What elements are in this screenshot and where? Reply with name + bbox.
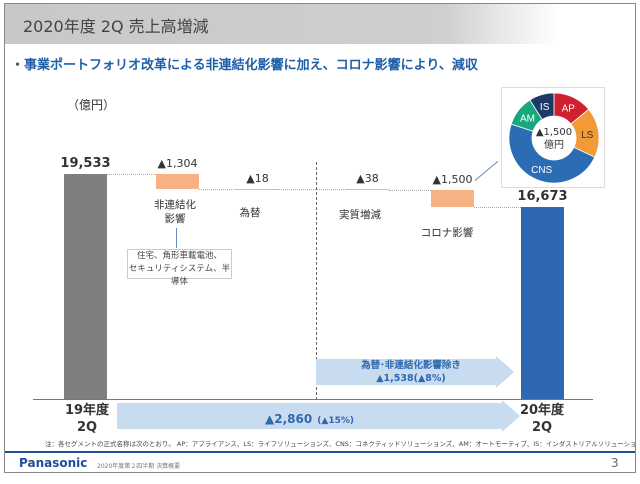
bar-4 [431,189,474,207]
value-label: ▲18 [246,172,269,186]
donut-label: LS [581,130,594,141]
connector-line [107,174,156,175]
donut-center-value: ▲1,500 [535,127,573,138]
baseline [33,399,593,400]
value-label: ▲1,304 [157,157,198,170]
donut-label: CNS [531,165,552,176]
arrow-mid-line1: 為替･非連結化影響除き [361,360,461,371]
page-number: 3 [611,456,619,470]
footer-doc: 2020年度第２四半期 決算概要 [97,463,181,470]
donut-label: AP [562,104,576,115]
value-label: 19,533 [60,156,111,171]
total-change-pct: (▲15%) [317,416,354,426]
value-label: ▲1,500 [432,172,473,186]
arrow-total [117,403,502,429]
label-start-2: 2Q [76,420,98,435]
label-end: 20年度 2Q [502,402,582,436]
divider-dashed [316,162,317,400]
value-label: 16,673 [517,188,568,204]
unit-label: （億円） [67,98,116,112]
donut-panel: AP LS CNS AM IS ▲1,500 億円 [501,87,605,188]
value-label: ▲38 [356,172,379,186]
arrow-total-head [502,400,520,432]
bar-5 [521,206,564,399]
label-nonconsol: 非連結化 影響 [135,198,215,226]
label-corona: コロナ影響 [420,227,474,239]
donut-label: AM [520,113,535,124]
donut-segment-cns [508,123,596,184]
label-nonconsol-text: 非連結化 影響 [154,199,196,225]
label-end-2: 2Q [531,420,553,435]
total-change: ▲2,860 [265,412,313,426]
arrow-mid [316,359,496,385]
bar-0 [64,174,107,399]
note-line: 住宅、角形車載電池、 [136,251,222,261]
brand-logo: Panasonic [19,456,88,470]
label-start: 19年度 2Q [47,402,127,436]
connector-line [279,189,346,191]
donut-center-unit: 億円 [544,140,564,151]
footer-divider [5,451,635,453]
arrow-mid-line2: ▲1,538(▲8%) [376,373,446,384]
donut-label: IS [540,102,550,113]
arrow-mid-text: 為替･非連結化影響除き ▲1,538(▲8%) [316,359,506,385]
headline: ・事業ポートフォリオ改革による非連結化影響に加え、コロナ影響により、減収 [11,58,478,73]
label-real: 実質増減 [339,209,381,221]
bar-1 [156,174,199,190]
headline-text: 事業ポートフォリオ改革による非連結化影響に加え、コロナ影響により、減収 [24,58,478,73]
connector-line [199,189,236,191]
label-start-1: 19年度 [64,403,110,418]
label-fx: 為替 [239,207,261,219]
arrow-mid-head [496,356,514,388]
footnote: 注：各セグメントの正式名称は次のとおり。 AP：アプライアンス、LS：ライフソリ… [45,440,636,448]
slide-title: 2020年度 2Q 売上高増減 [23,17,209,36]
note-line: セキュリティシステム、半導体 [128,264,231,287]
note-connector [176,228,177,248]
connector-line [389,189,431,191]
connector-line [474,206,521,208]
title-bar [5,4,635,44]
bar-2 [236,189,279,191]
slide: 2020年度 2Q 売上高増減 ・事業ポートフォリオ改革による非連結化影響に加え… [4,3,636,473]
donut-chart: AP LS CNS AM IS [508,92,600,184]
arrow-total-text: ▲2,860 (▲15%) [117,408,502,427]
label-end-1: 20年度 [519,403,565,418]
donut-center: ▲1,500 億円 [502,126,606,152]
nonconsol-note: 住宅、角形車載電池、 セキュリティシステム、半導体 [127,249,232,287]
donut-segment-is [529,92,555,120]
bar-3 [346,189,389,191]
